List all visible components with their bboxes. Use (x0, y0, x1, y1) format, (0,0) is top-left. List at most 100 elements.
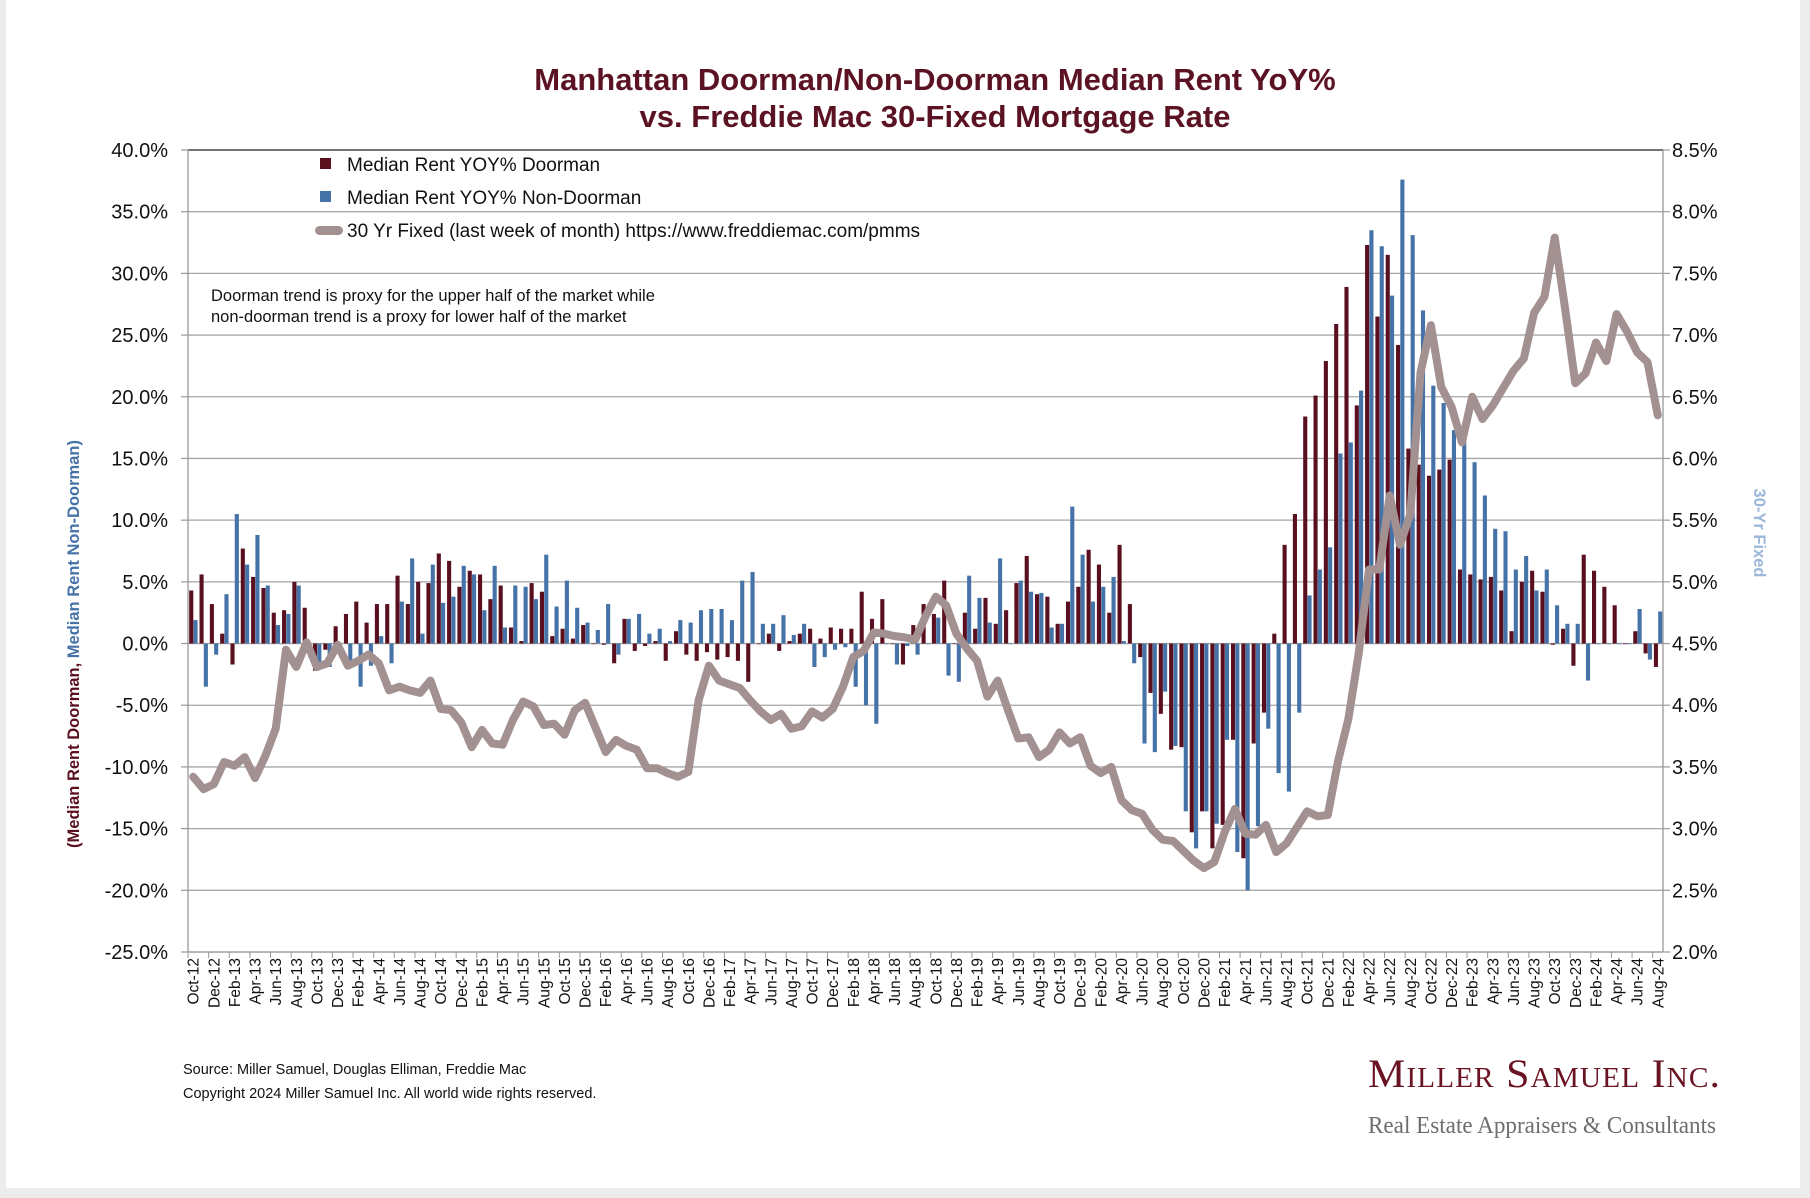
left-axis-title: (Median Rent Doorman, Median Rent Non-Do… (65, 440, 83, 848)
bar-doorman (240, 548, 245, 644)
bar-doorman (529, 583, 534, 644)
y-tick-label: -20.0% (105, 880, 169, 902)
bar-non-doorman (379, 636, 384, 644)
x-tick-label: Feb-20 (1093, 958, 1110, 1007)
bar-non-doorman (585, 622, 590, 644)
bar-doorman (508, 627, 514, 644)
bar-non-doorman (1451, 430, 1456, 644)
bar-non-doorman (461, 565, 466, 644)
company-logo: Miller Samuel Inc. Real Estate Appraiser… (1368, 1051, 1720, 1139)
bar-non-doorman (1400, 179, 1405, 644)
bar-non-doorman (1307, 595, 1312, 644)
chart-card: -25.0% -20.0% -15.0% -10.0% -5.0% 0.0% 5.0% 10.… (6, 0, 1800, 1188)
legend-label-non-doorman: Median Rent YOY% Non-Doorman (347, 188, 641, 209)
bar-doorman (1416, 464, 1421, 644)
bar-doorman (488, 599, 493, 644)
y-tick-label: -15.0% (105, 819, 169, 841)
left-axis-title-doorman: (Median Rent Doorman, (65, 658, 83, 848)
bar-non-doorman (358, 643, 363, 687)
x-tick-label: Apr-13 (248, 958, 265, 1005)
bar-non-doorman (843, 643, 848, 648)
bar-doorman (581, 625, 586, 644)
y2-tick-label: 8.5% (1672, 140, 1718, 162)
bar-doorman (467, 570, 472, 644)
x-tick-label: Oct-12 (186, 958, 203, 1005)
bar-doorman (756, 643, 761, 645)
x-tick-label: Apr-15 (495, 958, 512, 1005)
bar-doorman (416, 581, 421, 644)
annotation-line-1: Doorman trend is proxy for the upper hal… (211, 287, 655, 305)
x-tick-label: Aug-19 (1032, 958, 1049, 1008)
bar-doorman (1241, 643, 1246, 859)
y-tick-label: -5.0% (116, 695, 168, 717)
bar-doorman (653, 641, 658, 644)
x-tick-label: Dec-23 (1568, 958, 1585, 1008)
y2-tick-label: 7.5% (1672, 263, 1718, 285)
bar-doorman (199, 574, 204, 644)
bar-non-doorman (1472, 462, 1477, 644)
bar-doorman (1612, 605, 1617, 644)
bar-non-doorman (1369, 230, 1374, 644)
bar-doorman (1581, 554, 1586, 644)
bar-doorman (1509, 631, 1514, 644)
left-axis-ticks: -25.0% -20.0% -15.0% -10.0% -5.0% 0.0% 5.0% 10.… (105, 140, 169, 964)
bar-non-doorman (709, 608, 714, 644)
bar-non-doorman (1441, 402, 1446, 644)
bar-doorman (715, 643, 720, 660)
bar-non-doorman (987, 622, 992, 644)
x-tick-label: Dec-12 (206, 958, 223, 1008)
bar-non-doorman (348, 643, 353, 667)
bar-non-doorman (265, 585, 270, 644)
bar-doorman (1519, 581, 1524, 644)
logo-tagline: Real Estate Appraisers & Consultants (1368, 1113, 1716, 1139)
bar-doorman (1220, 643, 1225, 825)
bar-doorman (385, 604, 390, 644)
source-note: Source: Miller Samuel, Douglas Elliman, … (183, 1062, 526, 1078)
bar-doorman (1406, 448, 1411, 644)
bar-doorman (1447, 459, 1452, 644)
bar-doorman (952, 643, 957, 645)
bar-doorman (1622, 643, 1628, 645)
bar-doorman (1086, 549, 1091, 644)
bar-doorman (973, 628, 978, 644)
left-axis-title-non-doorman: Median Rent Non-Doorman) (65, 440, 83, 658)
bar-doorman (1530, 570, 1535, 644)
bar-non-doorman (554, 606, 559, 644)
bar-doorman (746, 643, 751, 682)
bar-non-doorman (905, 643, 910, 647)
bar-non-doorman (513, 585, 518, 644)
bar-doorman (612, 643, 617, 664)
bar-non-doorman (1534, 590, 1539, 644)
chart-title-line-1: Manhattan Doorman/Non-Doorman Median Ren… (534, 62, 1335, 97)
x-tick-label: Aug-16 (660, 958, 677, 1008)
bar-doorman (787, 641, 792, 644)
bar-non-doorman (214, 643, 219, 655)
bar-doorman (962, 612, 967, 644)
y2-tick-label: 3.0% (1672, 819, 1718, 841)
x-tick-label: Apr-20 (1114, 958, 1131, 1005)
bar-non-doorman (1297, 643, 1302, 713)
bar-non-doorman (1565, 623, 1570, 644)
bar-doorman (900, 643, 906, 665)
bar-doorman (694, 643, 699, 661)
bar-doorman (684, 643, 689, 655)
x-tick-label: Oct-22 (1423, 958, 1440, 1005)
bar-doorman (560, 628, 565, 644)
bar-non-doorman (1524, 555, 1529, 644)
bar-doorman (1571, 643, 1576, 666)
bar-doorman (374, 604, 379, 644)
x-tick-label: Apr-24 (1609, 958, 1626, 1005)
bar-non-doorman (1059, 623, 1065, 644)
y2-tick-label: 4.5% (1672, 634, 1718, 656)
x-tick-label: Feb-18 (846, 958, 863, 1007)
bar-non-doorman (1235, 643, 1240, 853)
bar-doorman (1457, 569, 1463, 644)
x-tick-label: Apr-19 (990, 958, 1007, 1005)
x-tick-label: Dec-14 (454, 958, 471, 1008)
bar-doorman (282, 610, 287, 644)
x-tick-label: Apr-23 (1485, 958, 1502, 1005)
bar-doorman (601, 643, 606, 645)
bar-doorman (570, 638, 575, 644)
y2-tick-label: 7.0% (1672, 325, 1718, 347)
bar-non-doorman (925, 643, 930, 645)
